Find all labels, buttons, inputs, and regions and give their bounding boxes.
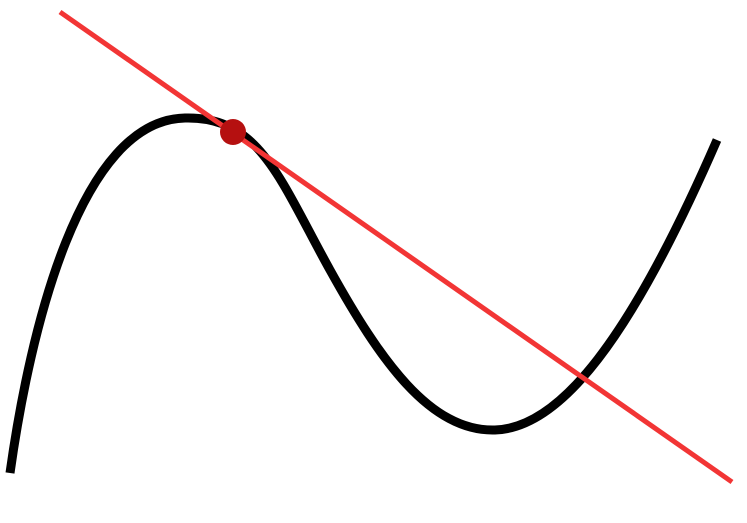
tangent-line	[58, 9, 734, 485]
curve	[5, 113, 722, 474]
tangent-point	[220, 119, 246, 145]
